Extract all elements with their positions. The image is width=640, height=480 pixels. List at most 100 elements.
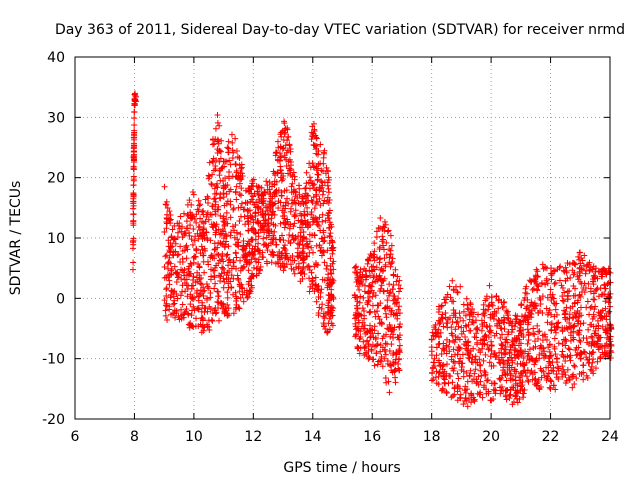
data-point [497, 334, 504, 341]
data-point [584, 339, 591, 346]
data-point [583, 304, 590, 311]
data-point [566, 346, 573, 353]
data-point [306, 160, 313, 167]
data-point [442, 380, 449, 387]
data-point [606, 308, 613, 315]
data-point [458, 324, 465, 331]
data-point [321, 315, 328, 322]
data-point [260, 197, 267, 204]
data-point [202, 218, 209, 225]
data-point [164, 260, 171, 267]
y-tick-label: -20 [42, 412, 65, 428]
data-point [320, 229, 327, 236]
data-point [286, 231, 293, 238]
data-point [572, 285, 579, 292]
data-point [573, 344, 580, 351]
data-point [384, 228, 391, 235]
data-point [372, 278, 379, 285]
data-point [220, 275, 227, 282]
data-point [509, 326, 516, 333]
data-point [214, 184, 221, 191]
data-point [264, 207, 271, 214]
data-point [201, 269, 208, 276]
data-point [497, 390, 504, 397]
data-point [607, 355, 614, 362]
data-point [211, 274, 218, 281]
data-point [443, 336, 450, 343]
data-point [292, 193, 299, 200]
y-axis-label: SDTVAR / TECUs [8, 181, 24, 296]
data-point [563, 338, 570, 345]
data-point [230, 291, 237, 298]
data-point [372, 335, 379, 342]
data-point [595, 335, 602, 342]
data-point [242, 253, 249, 260]
data-point [470, 376, 477, 383]
data-point [217, 155, 224, 162]
data-point [205, 324, 212, 331]
data-point [386, 389, 393, 396]
data-point [236, 217, 243, 224]
data-point [509, 342, 516, 349]
grid-lines [75, 57, 610, 419]
data-point [329, 312, 336, 319]
data-point [227, 161, 234, 168]
data-point [284, 126, 291, 133]
data-point [382, 340, 389, 347]
data-point [270, 208, 277, 215]
data-point [556, 277, 563, 284]
data-point [225, 275, 232, 282]
data-point [307, 177, 314, 184]
data-point [197, 215, 204, 222]
data-point [453, 319, 460, 326]
data-point [183, 242, 190, 249]
data-point [392, 379, 399, 386]
data-point [392, 266, 399, 273]
data-point [291, 270, 298, 277]
data-point [178, 306, 185, 313]
data-point [291, 213, 298, 220]
data-point [495, 297, 502, 304]
data-point [448, 353, 455, 360]
data-point [200, 226, 207, 233]
data-point [387, 326, 394, 333]
data-point [390, 272, 397, 279]
data-point [460, 317, 467, 324]
data-point [230, 275, 237, 282]
data-point [291, 197, 298, 204]
data-point [222, 175, 229, 182]
data-point [438, 302, 445, 309]
data-point [235, 277, 242, 284]
data-point [213, 182, 220, 189]
data-point [329, 322, 336, 329]
data-point [184, 246, 191, 253]
data-point [562, 371, 569, 378]
data-point [372, 292, 379, 299]
data-point [601, 281, 608, 288]
data-point [452, 310, 459, 317]
data-point [352, 320, 359, 327]
data-point [166, 281, 173, 288]
data-point [503, 336, 510, 343]
data-point [186, 232, 193, 239]
data-point [253, 258, 260, 265]
data-point [274, 138, 281, 145]
data-point [555, 367, 562, 374]
data-point [311, 126, 318, 133]
data-point [225, 305, 232, 312]
data-point [526, 346, 533, 353]
data-point [273, 187, 280, 194]
data-point [375, 358, 382, 365]
data-point [371, 323, 378, 330]
data-point [201, 245, 208, 252]
data-point [597, 355, 604, 362]
data-point [185, 272, 192, 279]
data-point [547, 378, 554, 385]
data-point [590, 370, 597, 377]
data-point [384, 358, 391, 365]
data-point [281, 118, 288, 125]
data-point [560, 267, 567, 274]
data-point [476, 362, 483, 369]
data-point [311, 164, 318, 171]
data-point [477, 349, 484, 356]
